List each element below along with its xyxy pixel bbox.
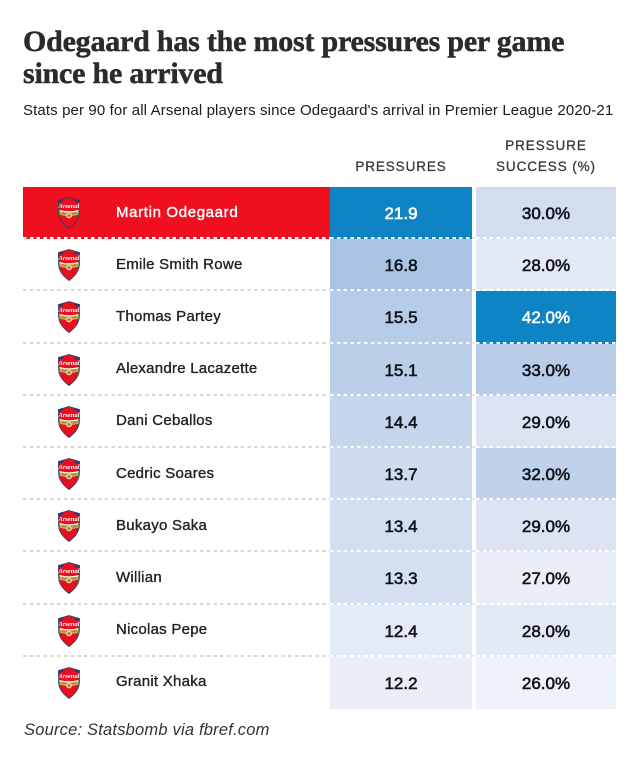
svg-text:Arsenal: Arsenal: [58, 255, 80, 262]
svg-text:Arsenal: Arsenal: [58, 464, 80, 471]
svg-text:Arsenal: Arsenal: [58, 360, 80, 367]
svg-text:Arsenal: Arsenal: [58, 673, 80, 680]
svg-text:Arsenal: Arsenal: [58, 516, 80, 523]
svg-text:Arsenal: Arsenal: [58, 568, 80, 575]
svg-text:Arsenal: Arsenal: [58, 203, 80, 210]
svg-text:Arsenal: Arsenal: [58, 307, 80, 314]
svg-text:Arsenal: Arsenal: [58, 412, 80, 419]
svg-text:Arsenal: Arsenal: [58, 621, 80, 628]
